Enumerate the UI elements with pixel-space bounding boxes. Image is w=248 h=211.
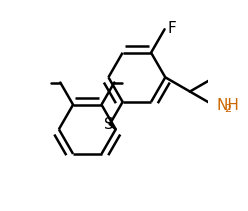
Text: NH: NH xyxy=(216,98,239,113)
Text: F: F xyxy=(167,21,176,36)
Text: 2: 2 xyxy=(224,104,231,114)
Text: S: S xyxy=(104,117,114,133)
